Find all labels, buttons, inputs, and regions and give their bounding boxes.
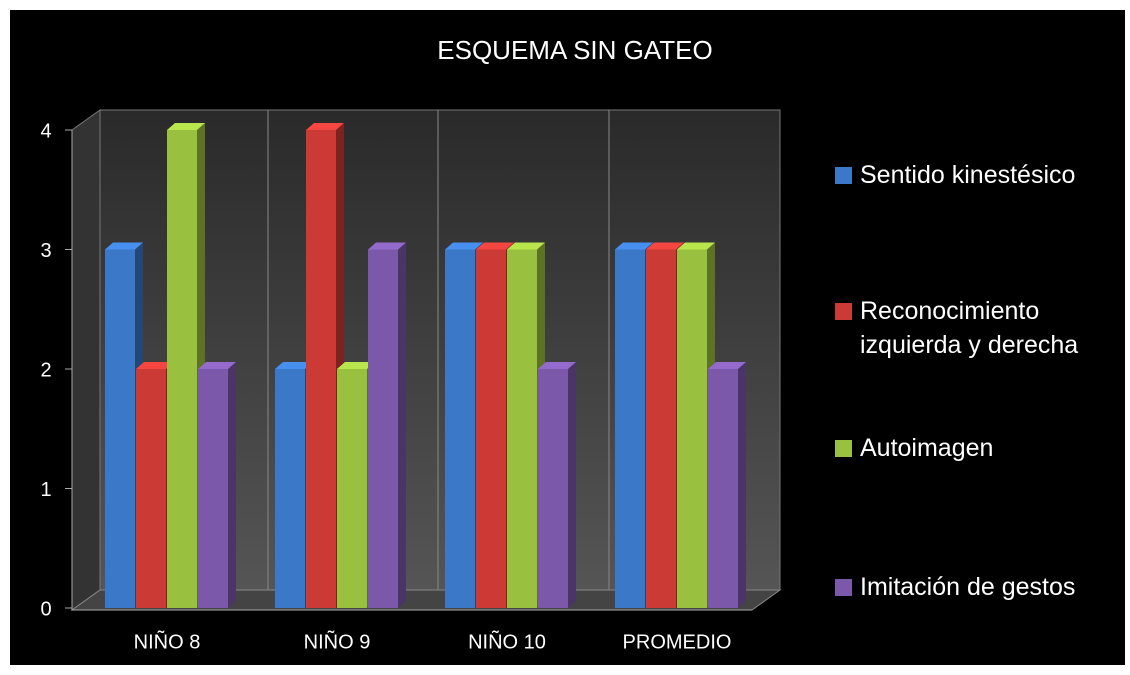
- bar: [476, 249, 506, 608]
- bar: [708, 369, 738, 608]
- bar: [615, 249, 645, 608]
- bar: [105, 249, 135, 608]
- x-tick-label: NIÑO 8: [134, 629, 201, 653]
- bar: [646, 249, 676, 608]
- bar: [445, 249, 475, 608]
- bar: [167, 130, 197, 608]
- x-tick-label: PROMEDIO: [623, 631, 732, 653]
- bar: [275, 369, 305, 608]
- bar-top: [646, 242, 684, 250]
- bar-top: [476, 242, 514, 250]
- legend-swatch: [835, 303, 852, 320]
- bar-top: [507, 242, 545, 250]
- bar-top: [167, 123, 205, 130]
- bar-top: [198, 362, 236, 369]
- legend-label: Reconocimiento izquierda y derecha: [860, 297, 1079, 359]
- y-tick-label: 1: [40, 479, 51, 501]
- bar-side: [738, 362, 746, 608]
- bar-top: [337, 362, 375, 369]
- bar-top: [445, 242, 483, 250]
- y-tick-label: 4: [40, 120, 51, 142]
- y-tick-label: 2: [40, 359, 51, 381]
- bar: [677, 249, 707, 608]
- chart-title: ESQUEMA SIN GATEO: [437, 35, 712, 65]
- bar: [136, 369, 166, 608]
- bar: [306, 130, 336, 608]
- legend-label: Imitación de gestos: [860, 573, 1076, 601]
- bar: [198, 369, 228, 608]
- bar: [337, 369, 367, 608]
- bar-side: [398, 242, 406, 608]
- bar-side: [228, 362, 236, 608]
- legend-swatch: [835, 440, 852, 457]
- legend-label: Sentido kinestésico: [860, 161, 1076, 189]
- x-tick-label: NIÑO 10: [468, 629, 546, 653]
- bar-top: [136, 362, 174, 369]
- bar: [368, 249, 398, 608]
- bar-side: [568, 362, 576, 608]
- bar-top: [538, 362, 576, 369]
- bar: [507, 249, 537, 608]
- x-tick-label: NIÑO 9: [304, 629, 371, 653]
- legend-swatch: [835, 579, 852, 596]
- y-tick-label: 3: [40, 240, 51, 262]
- bar-top: [105, 242, 143, 250]
- legend-item: Sentido kinestésico: [835, 158, 1115, 192]
- legend-item: Autoimagen: [835, 431, 1115, 465]
- legend-item: Imitación de gestos: [835, 570, 1115, 604]
- legend-item: Reconocimiento izquierda y derecha: [835, 294, 1115, 362]
- bar: [538, 369, 568, 608]
- bar-top: [306, 123, 344, 130]
- legend-label: Autoimagen: [860, 434, 994, 462]
- y-tick-label: 0: [40, 598, 51, 620]
- bar-top: [677, 242, 715, 250]
- bar-top: [275, 362, 313, 369]
- bar-top: [708, 362, 746, 369]
- legend-swatch: [835, 167, 852, 184]
- bar-top: [368, 242, 406, 250]
- side-wall: [71, 109, 101, 611]
- bar-top: [615, 242, 653, 250]
